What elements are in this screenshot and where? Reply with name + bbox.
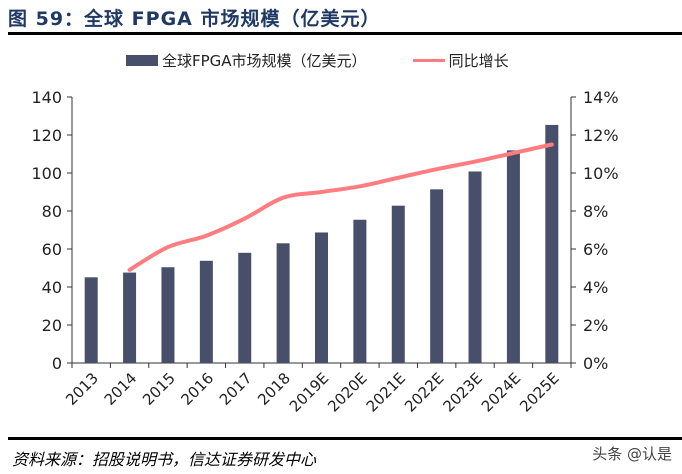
right-tick-label: 4% bbox=[583, 278, 608, 297]
left-tick-label: 120 bbox=[31, 126, 62, 145]
x-tick-label: 2017 bbox=[216, 369, 256, 409]
x-tick-label: 2025E bbox=[516, 369, 562, 415]
bar-2022E bbox=[430, 189, 444, 363]
chart-title: 图 59：全球 FPGA 市场规模（亿美元） bbox=[8, 8, 381, 30]
legend-bar-label: 全球FPGA市场规模（亿美元） bbox=[162, 52, 367, 70]
bar-2023E bbox=[468, 171, 482, 363]
bar-2017 bbox=[238, 252, 252, 363]
legend-line-swatch bbox=[412, 59, 445, 62]
source-divider bbox=[8, 437, 682, 440]
left-tick-label: 0 bbox=[52, 354, 62, 373]
x-tick-label: 2022E bbox=[401, 369, 447, 415]
bar-2020E bbox=[353, 219, 367, 363]
legend-bar-swatch bbox=[126, 55, 158, 66]
right-tick-label: 0% bbox=[583, 354, 608, 373]
right-tick-label: 8% bbox=[583, 202, 608, 221]
x-tick-label: 2016 bbox=[177, 369, 217, 409]
x-tick-label: 2020E bbox=[324, 369, 370, 415]
left-tick-label: 100 bbox=[31, 164, 62, 183]
bar-2025E bbox=[545, 124, 559, 364]
bar-2019E bbox=[315, 232, 328, 363]
bar-2016 bbox=[199, 260, 213, 363]
bar-2013 bbox=[84, 277, 98, 363]
legend-line-label: 同比增长 bbox=[448, 52, 509, 70]
left-tick-label: 40 bbox=[42, 278, 62, 297]
x-tick-label: 2021E bbox=[363, 369, 409, 415]
legend: 全球FPGA市场规模（亿美元） 同比增长 bbox=[126, 50, 509, 71]
bar-2018 bbox=[276, 243, 290, 363]
left-tick-label: 60 bbox=[42, 240, 62, 259]
bar-2024E bbox=[506, 150, 520, 363]
right-tick-label: 10% bbox=[583, 164, 619, 183]
source-note: 资料来源：招股说明书，信达证券研发中心 bbox=[12, 450, 317, 469]
left-tick-label: 140 bbox=[31, 88, 62, 107]
title-divider bbox=[8, 32, 682, 35]
right-tick-label: 6% bbox=[583, 240, 608, 259]
bar-2021E bbox=[391, 205, 405, 363]
x-tick-label: 2019E bbox=[286, 369, 332, 415]
watermark: 头条 @认是 bbox=[592, 445, 672, 463]
left-tick-label: 20 bbox=[42, 316, 62, 335]
x-tick-label: 2024E bbox=[478, 369, 524, 415]
bar-2015 bbox=[161, 267, 175, 363]
x-tick-label: 2013 bbox=[62, 369, 102, 409]
right-tick-label: 12% bbox=[583, 126, 619, 145]
right-tick-label: 14% bbox=[583, 88, 619, 107]
left-tick-label: 80 bbox=[42, 202, 62, 221]
x-tick-label: 2015 bbox=[139, 369, 179, 409]
right-tick-label: 2% bbox=[583, 316, 608, 335]
bar-2014 bbox=[123, 272, 137, 363]
x-tick-label: 2014 bbox=[101, 369, 141, 409]
growth-line bbox=[127, 142, 554, 272]
x-tick-label: 2023E bbox=[439, 369, 485, 415]
